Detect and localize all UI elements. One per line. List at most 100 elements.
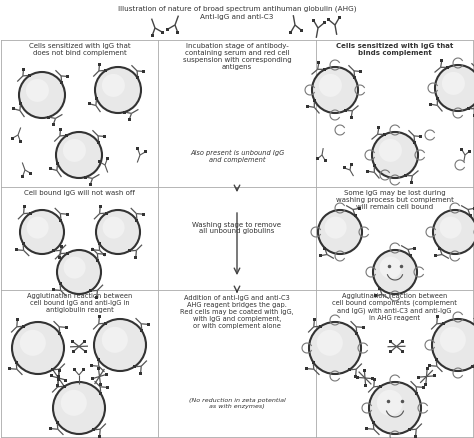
Bar <box>66 213 69 215</box>
Circle shape <box>102 217 125 239</box>
Bar <box>57 374 60 378</box>
Circle shape <box>440 327 466 353</box>
Bar <box>372 421 375 424</box>
Bar <box>123 111 126 114</box>
Bar <box>22 325 25 328</box>
Bar <box>72 340 74 343</box>
Bar <box>59 219 63 222</box>
Bar <box>327 18 330 21</box>
Bar <box>418 376 420 378</box>
Bar <box>15 361 18 364</box>
Text: Cells sensitized with IgG that
binds complement: Cells sensitized with IgG that binds com… <box>336 43 453 56</box>
Text: Anti-IgG and anti-C3: Anti-IgG and anti-C3 <box>201 14 273 20</box>
Bar <box>56 421 59 424</box>
Bar <box>433 374 436 378</box>
Circle shape <box>377 390 403 416</box>
Text: Illustration of nature of broad spectrum antihuman globulin (AHG): Illustration of nature of broad spectrum… <box>118 5 356 11</box>
Circle shape <box>20 330 46 356</box>
Bar <box>349 162 353 166</box>
Circle shape <box>439 217 462 239</box>
Bar <box>29 172 32 175</box>
Bar <box>15 248 18 251</box>
Bar <box>146 323 149 326</box>
Bar <box>409 254 412 258</box>
Bar <box>104 69 107 72</box>
Bar <box>72 350 75 353</box>
Bar <box>128 118 131 121</box>
Text: Agglutination reaction between
cell bound components (complement
and IgG) with a: Agglutination reaction between cell boun… <box>332 293 457 321</box>
Bar <box>161 31 164 34</box>
Bar <box>356 332 358 335</box>
Bar <box>438 247 441 250</box>
Bar <box>9 367 11 370</box>
Text: Cell bound IgG will not wash off: Cell bound IgG will not wash off <box>24 190 135 196</box>
Circle shape <box>102 74 125 97</box>
Bar <box>73 367 75 371</box>
Bar <box>429 102 432 106</box>
Bar <box>323 68 326 71</box>
Bar <box>98 242 100 245</box>
Bar <box>60 245 63 248</box>
Bar <box>52 250 55 252</box>
Bar <box>95 97 98 100</box>
Circle shape <box>369 382 421 434</box>
Bar <box>371 377 374 380</box>
Text: Agglutination reaction between
cell bound IgG and anti-IgG in
antiglobulin reage: Agglutination reaction between cell boun… <box>27 293 132 313</box>
Text: (No reduction in zeta potential
as with enzymes): (No reduction in zeta potential as with … <box>189 398 285 409</box>
Bar <box>92 428 95 431</box>
Bar <box>98 434 101 438</box>
Bar <box>306 105 309 108</box>
Bar <box>106 157 109 160</box>
Text: Washing stage to remove
all unbound globulins: Washing stage to remove all unbound glob… <box>192 222 282 234</box>
Bar <box>95 296 98 299</box>
Bar <box>421 386 425 389</box>
Bar <box>83 340 86 343</box>
Circle shape <box>64 257 86 279</box>
Bar <box>29 212 32 215</box>
Circle shape <box>317 330 343 356</box>
Bar <box>401 350 404 353</box>
Bar <box>313 99 316 102</box>
Bar <box>22 67 25 71</box>
Circle shape <box>379 139 402 162</box>
Bar <box>59 127 62 131</box>
Circle shape <box>309 322 361 374</box>
Bar <box>91 377 94 380</box>
Bar <box>356 376 359 379</box>
Circle shape <box>53 382 105 434</box>
Bar <box>64 326 67 329</box>
Circle shape <box>102 327 128 353</box>
Bar <box>343 166 346 170</box>
Bar <box>363 369 366 372</box>
Bar <box>440 59 443 62</box>
Bar <box>442 322 445 325</box>
Circle shape <box>432 319 474 371</box>
Bar <box>373 164 376 167</box>
Bar <box>58 256 61 259</box>
Bar <box>105 212 108 215</box>
Bar <box>19 140 22 143</box>
Bar <box>98 160 100 163</box>
Bar <box>300 29 303 32</box>
Bar <box>66 75 69 78</box>
Bar <box>88 102 91 105</box>
Text: Also present is unbound IgG
and complement: Also present is unbound IgG and compleme… <box>190 150 284 163</box>
Bar <box>19 102 22 105</box>
Bar <box>289 31 292 34</box>
Bar <box>176 32 180 35</box>
Bar <box>338 16 341 19</box>
Bar <box>97 358 100 361</box>
Bar <box>134 256 137 259</box>
Circle shape <box>433 210 474 254</box>
Bar <box>419 135 422 138</box>
Bar <box>473 114 474 117</box>
Bar <box>23 205 26 208</box>
Bar <box>82 367 85 371</box>
Bar <box>140 329 143 332</box>
Bar <box>99 383 102 385</box>
Circle shape <box>435 65 474 111</box>
Bar <box>28 74 31 77</box>
Bar <box>52 123 55 126</box>
Text: Addition of anti-IgG and anti-C3
AHG reagent bridges the gap.
Red cells may be c: Addition of anti-IgG and anti-C3 AHG rea… <box>180 295 294 329</box>
Bar <box>306 367 309 370</box>
